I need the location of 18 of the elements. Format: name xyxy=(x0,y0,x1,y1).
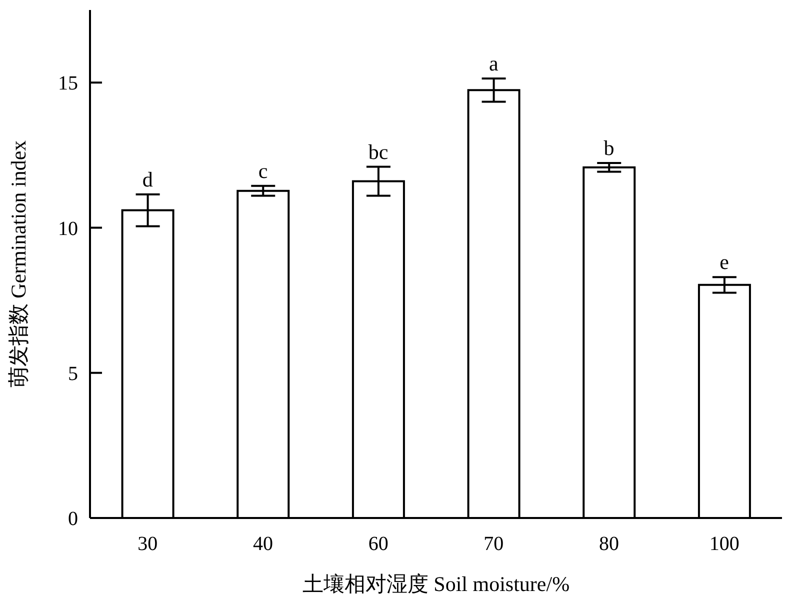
annotation: e xyxy=(720,250,729,274)
x-tick-label: 60 xyxy=(368,533,388,556)
x-tick-label: 40 xyxy=(253,533,273,556)
x-tick-label: 30 xyxy=(138,533,158,556)
annotation: c xyxy=(258,158,268,183)
annotation: bc xyxy=(368,140,388,164)
annotation: d xyxy=(142,167,154,192)
x-tick-label: 80 xyxy=(599,533,619,556)
y-tick-label: 10 xyxy=(58,218,78,240)
annotation: a xyxy=(489,52,500,76)
y-axis-title: 萌发指数 Germination index xyxy=(6,140,30,388)
y-tick-label: 15 xyxy=(58,72,78,95)
x-tick-label: 100 xyxy=(709,533,740,556)
x-tick-label: 70 xyxy=(484,533,504,556)
x-axis-title: 土壤相对湿度 Soil moisture/% xyxy=(302,572,570,596)
y-tick-label: 0 xyxy=(68,508,78,530)
y-tick-label: 5 xyxy=(68,362,78,385)
annotation: b xyxy=(604,136,614,160)
